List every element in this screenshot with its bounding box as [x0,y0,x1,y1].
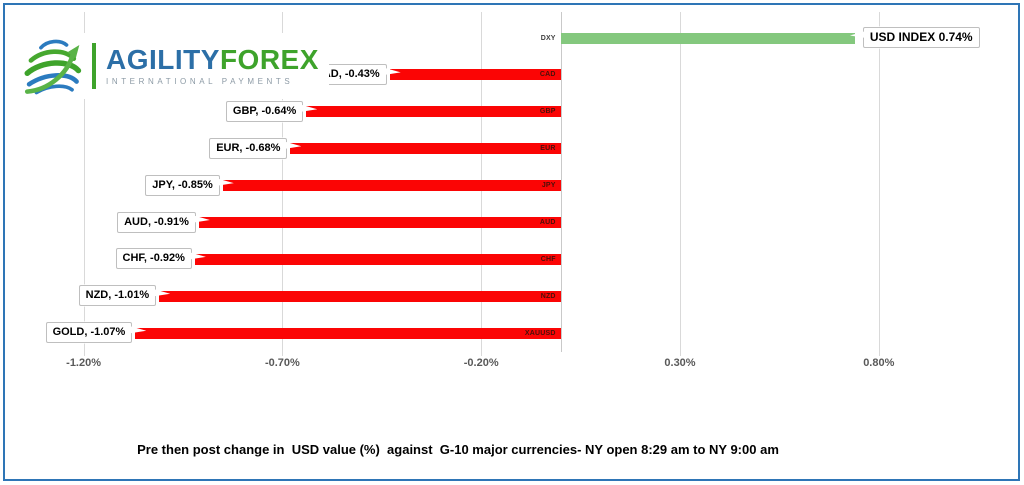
x-tick-label: -0.70% [264,357,300,369]
data-label-callout-jpy: JPY, -0.85% [145,174,234,196]
bar-category-label: CHF [540,255,556,263]
data-label-callout-xauusd: GOLD, -1.07% [45,322,147,344]
callout-pointer [301,104,318,112]
callout-pointer [130,326,147,334]
data-label-callout-dxy: USD INDEX 0.74% [849,27,980,48]
callout-pointer [285,141,302,149]
gridline [878,12,880,356]
bar-category-label: GBP [539,108,556,116]
bar-category-label: DXY [540,34,556,42]
bar-cad [389,69,561,81]
bar-aud [198,217,561,228]
bar-category-label: NZD [540,292,556,300]
bar-jpy [222,180,561,192]
data-label-callout-gbp: GBP, -0.64% [225,100,318,122]
callout-pointer [189,252,206,260]
brand-name-primary: AGILITY [106,44,220,75]
brand-logo: AGILITY FOREX INTERNATIONAL PAYMENTS [14,33,329,99]
callout-pointer [849,31,866,38]
bar-nzd [159,290,561,302]
zero-axis-line [560,12,562,352]
x-tick-label: 0.80% [863,357,895,369]
x-tick-label: -1.20% [66,357,102,369]
brand-name-secondary: FOREX [219,44,319,75]
callout-pointer [193,215,210,223]
data-label-callout-aud: AUD, -0.91% [117,211,210,233]
bar-category-label: EUR [540,145,556,153]
bar-category-label: JPY [541,182,556,190]
callout-pointer [384,67,401,75]
globe-arrow-icon [24,39,82,95]
bar-category-label: XAUUSD [524,329,556,337]
gridline [680,12,681,356]
bar-dxy [560,32,855,44]
chart-caption: Pre then post change in USD value (%) ag… [137,442,779,457]
data-label-callout-chf: CHF, -0.92% [115,248,206,270]
bar-gbp [306,106,561,118]
bar-eur [290,143,561,155]
bar-category-label: CAD [539,71,556,79]
callout-pointer [154,289,171,297]
x-tick-label: 0.30% [664,357,696,369]
data-label-callout-nzd: NZD, -1.01% [78,285,171,307]
gridline [83,12,85,356]
bar-xauusd [135,327,561,339]
callout-pointer [217,178,234,186]
data-label-callout-eur: EUR, -0.68% [209,137,302,159]
bar-chf [194,253,561,265]
x-tick-label: -0.20% [463,357,499,369]
brand-tagline: INTERNATIONAL PAYMENTS [106,77,294,86]
bar-category-label: AUD [539,219,556,226]
logo-separator [92,43,96,89]
